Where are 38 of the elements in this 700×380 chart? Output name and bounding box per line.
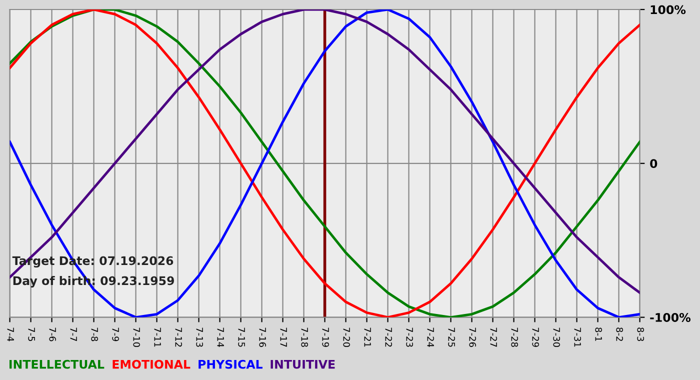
x-tick-label: 7-8 <box>91 328 98 342</box>
x-tick-label: 8-3 <box>637 328 644 342</box>
x-tick-label: 7-9 <box>112 328 120 342</box>
text: PHYSICAL <box>198 360 262 369</box>
y-tick-label: -100% <box>650 313 691 322</box>
y-tick-label: 0 <box>650 159 658 168</box>
text: EMOTIONAL <box>112 360 190 369</box>
x-tick-label: 7-28 <box>511 328 518 347</box>
x-tick-label: 7-23 <box>406 328 414 347</box>
x-tick-label: 7-15 <box>238 328 245 347</box>
x-tick-label: 7-29 <box>532 328 540 347</box>
x-tick-label: 7-10 <box>133 328 140 347</box>
x-tick-label: 7-25 <box>448 328 456 347</box>
x-tick-label: 7-5 <box>28 328 35 341</box>
x-tick-label: 7-12 <box>175 328 182 347</box>
x-tick-label: 7-26 <box>469 328 476 347</box>
x-tick-label: 7-30 <box>553 328 560 347</box>
x-tick-label: 7-16 <box>259 328 266 347</box>
x-tick-label: 7-20 <box>343 328 350 347</box>
x-tick-label: 7-14 <box>217 328 224 348</box>
text: INTELLECTUAL <box>9 360 104 369</box>
x-tick-label: 7-22 <box>385 328 392 347</box>
x-tick-label: 7-11 <box>154 328 161 347</box>
x-tick-label: 7-6 <box>49 328 56 342</box>
x-tick-label: 7-19 <box>322 328 330 347</box>
x-tick-label: 7-27 <box>490 328 498 347</box>
x-tick-label: 7-4 <box>7 328 14 342</box>
x-tick-label: 7-7 <box>70 328 77 341</box>
x-tick-label: 7-24 <box>427 328 434 348</box>
x-tick-label: 8-2 <box>616 328 624 341</box>
x-tick-label: 7-18 <box>301 328 308 347</box>
x-tick-label: 7-21 <box>364 328 372 347</box>
x-tick-label: 7-17 <box>280 328 287 347</box>
y-tick-label: 100% <box>650 5 686 14</box>
x-tick-label: 7-31 <box>574 328 582 347</box>
x-tick-label: 8-1 <box>595 328 602 341</box>
text: INTUITIVE <box>270 360 335 369</box>
x-tick-label: 7-13 <box>196 328 204 347</box>
